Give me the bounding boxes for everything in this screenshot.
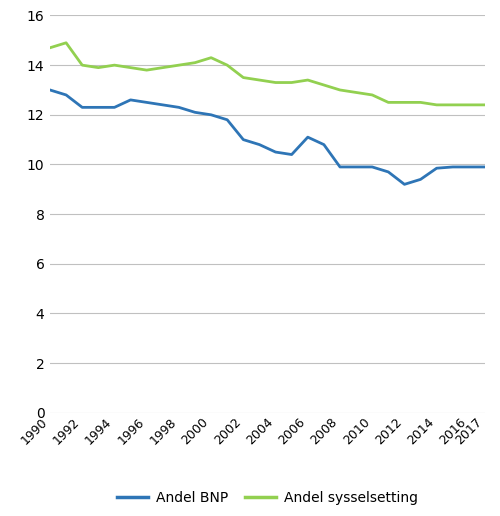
Andel sysselsetting bbox=[321, 82, 327, 88]
Andel BNP bbox=[192, 109, 198, 116]
Andel sysselsetting bbox=[128, 64, 134, 71]
Andel BNP bbox=[272, 149, 278, 155]
Andel BNP bbox=[208, 112, 214, 118]
Andel sysselsetting bbox=[79, 62, 85, 68]
Andel BNP bbox=[176, 104, 182, 110]
Andel sysselsetting bbox=[450, 102, 456, 108]
Andel sysselsetting bbox=[386, 99, 392, 105]
Andel BNP bbox=[434, 165, 440, 171]
Andel BNP bbox=[96, 104, 102, 110]
Andel BNP bbox=[63, 92, 69, 98]
Andel BNP bbox=[386, 169, 392, 175]
Andel BNP bbox=[369, 164, 375, 170]
Andel BNP bbox=[128, 97, 134, 103]
Andel sysselsetting bbox=[224, 62, 230, 68]
Andel sysselsetting bbox=[96, 64, 102, 71]
Andel BNP bbox=[337, 164, 343, 170]
Andel sysselsetting bbox=[434, 102, 440, 108]
Andel sysselsetting bbox=[402, 99, 407, 105]
Andel sysselsetting bbox=[418, 99, 424, 105]
Line: Andel sysselsetting: Andel sysselsetting bbox=[50, 43, 485, 105]
Andel sysselsetting bbox=[272, 79, 278, 86]
Andel BNP bbox=[240, 137, 246, 143]
Andel BNP bbox=[305, 134, 311, 140]
Andel BNP bbox=[418, 176, 424, 183]
Andel BNP bbox=[450, 164, 456, 170]
Andel BNP bbox=[353, 164, 359, 170]
Line: Andel BNP: Andel BNP bbox=[50, 90, 485, 184]
Andel sysselsetting bbox=[176, 62, 182, 68]
Andel BNP bbox=[482, 164, 488, 170]
Andel sysselsetting bbox=[353, 89, 359, 95]
Andel sysselsetting bbox=[47, 45, 53, 51]
Legend: Andel BNP, Andel sysselsetting: Andel BNP, Andel sysselsetting bbox=[117, 491, 418, 505]
Andel BNP bbox=[47, 87, 53, 93]
Andel sysselsetting bbox=[208, 55, 214, 61]
Andel sysselsetting bbox=[192, 59, 198, 66]
Andel BNP bbox=[288, 152, 294, 158]
Andel sysselsetting bbox=[160, 64, 166, 71]
Andel sysselsetting bbox=[337, 87, 343, 93]
Andel sysselsetting bbox=[482, 102, 488, 108]
Andel BNP bbox=[321, 141, 327, 148]
Andel sysselsetting bbox=[288, 79, 294, 86]
Andel sysselsetting bbox=[144, 67, 150, 73]
Andel sysselsetting bbox=[466, 102, 472, 108]
Andel sysselsetting bbox=[63, 40, 69, 46]
Andel BNP bbox=[466, 164, 472, 170]
Andel BNP bbox=[144, 99, 150, 105]
Andel sysselsetting bbox=[369, 92, 375, 98]
Andel sysselsetting bbox=[256, 77, 262, 83]
Andel sysselsetting bbox=[305, 77, 311, 83]
Andel sysselsetting bbox=[112, 62, 117, 68]
Andel BNP bbox=[256, 141, 262, 148]
Andel BNP bbox=[112, 104, 117, 110]
Andel BNP bbox=[224, 117, 230, 123]
Andel sysselsetting bbox=[240, 74, 246, 80]
Andel BNP bbox=[79, 104, 85, 110]
Andel BNP bbox=[160, 102, 166, 108]
Andel BNP bbox=[402, 181, 407, 187]
